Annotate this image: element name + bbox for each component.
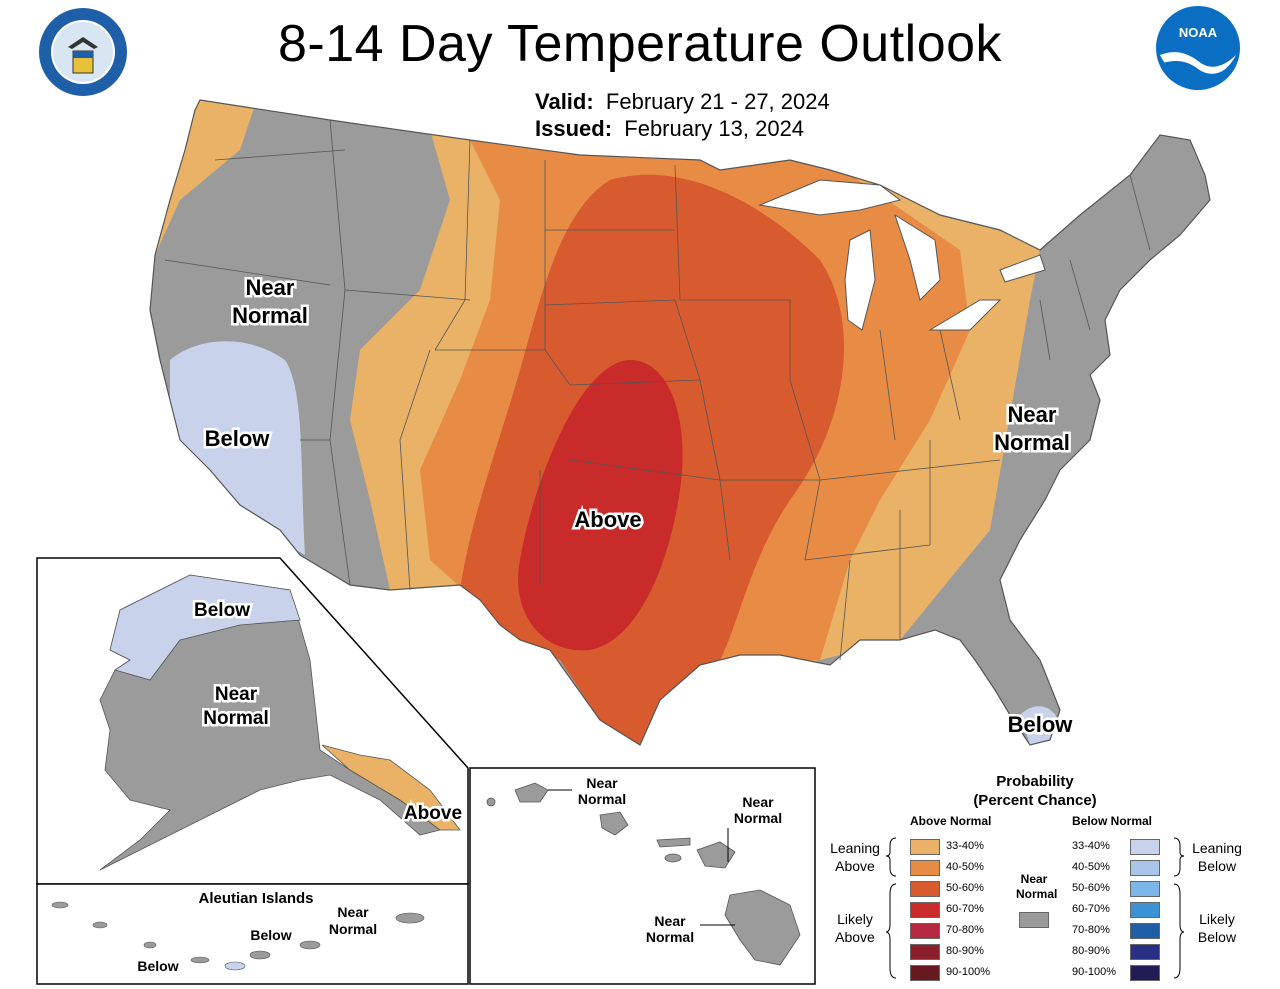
likely-above-label: Likely Above <box>820 910 890 946</box>
legend-above-swatch <box>910 923 940 939</box>
aleutian-below-label-1: Below <box>250 927 291 943</box>
legend: Probability (Percent Chance) Above Norma… <box>820 770 1260 985</box>
legend-near-line-2: Normal <box>1016 887 1058 901</box>
legend-below-range: 80-90% <box>1072 945 1110 957</box>
likely-above-line-2: Above <box>835 929 875 945</box>
legend-title-2: (Percent Chance) <box>973 792 1097 809</box>
valid-label: Valid: <box>535 89 594 114</box>
leaning-above-label: Leaning Above <box>820 839 890 875</box>
aleutian-islands-shape <box>51 901 425 964</box>
legend-above-range: 50-60% <box>946 882 984 894</box>
valid-dates: February 21 - 27, 2024 <box>605 89 830 114</box>
florida-below-label: Below <box>1008 712 1074 737</box>
likely-below-label: Likely Below <box>1182 910 1252 946</box>
legend-above-swatch <box>910 881 940 897</box>
legend-above-swatch <box>910 860 940 876</box>
east-near-label-2: Normal <box>994 430 1070 455</box>
issued-label: Issued: <box>535 116 613 141</box>
legend-above-swatch <box>910 902 940 918</box>
legend-below-swatch <box>1130 965 1160 981</box>
legend-below-range: 60-70% <box>1072 903 1110 915</box>
legend-above-range: 60-70% <box>946 903 984 915</box>
noaa-logo-icon: NOAA <box>1156 6 1240 90</box>
aleutian-near-label-1: Near <box>337 904 369 920</box>
west-below-label: Below <box>205 426 271 451</box>
legend-above-swatch <box>910 965 940 981</box>
legend-below-range: 70-80% <box>1072 924 1110 936</box>
bigisland-near-label-1: Near <box>654 913 686 929</box>
legend-above-range: 80-90% <box>946 945 984 957</box>
aleutian-near-label-2: Normal <box>329 921 377 937</box>
legend-above-range: 33-40% <box>946 840 984 852</box>
issued-line: Issued: February 13, 2024 <box>535 116 804 142</box>
legend-below-swatch <box>1130 923 1160 939</box>
alaska-near-label-2: Normal <box>203 708 268 729</box>
alaska-above-label: Above <box>404 803 462 824</box>
alaska-below-label: Below <box>194 600 250 621</box>
legend-below-header: Below Normal <box>1072 814 1153 828</box>
alaska-shape <box>99 574 461 871</box>
legend-above-header: Above Normal <box>910 814 992 828</box>
hawaii-islands-shape <box>486 782 801 966</box>
legend-near-header: Near Normal <box>1016 872 1058 902</box>
legend-below-swatch <box>1130 860 1160 876</box>
noaa-logo-text: NOAA <box>1179 25 1218 40</box>
likely-below-line-1: Likely <box>1199 911 1235 927</box>
alaska-near-label-1: Near <box>215 684 258 705</box>
legend-below-swatch <box>1130 839 1160 855</box>
central-above-label: Above <box>574 507 641 532</box>
legend-above-swatch <box>910 839 940 855</box>
leaning-below-line-2: Below <box>1197 858 1237 874</box>
leaning-below-label: Leaning Below <box>1182 839 1252 875</box>
kauai-near-label-1: Near <box>586 775 618 791</box>
legend-below-swatch <box>1130 902 1160 918</box>
legend-below-swatch <box>1130 881 1160 897</box>
legend-above-range: 70-80% <box>946 924 984 936</box>
bigisland-near-label-2: Normal <box>646 929 694 945</box>
east-near-label-1: Near <box>1008 402 1057 427</box>
legend-below-range: 40-50% <box>1072 861 1110 873</box>
legend-below-range: 33-40% <box>1072 840 1110 852</box>
legend-above-swatch <box>910 944 940 960</box>
legend-near-line-1: Near <box>1020 872 1048 886</box>
leaning-above-line-1: Leaning <box>830 840 880 856</box>
aleutian-inset-frame <box>36 883 469 985</box>
issued-date: February 13, 2024 <box>624 116 805 141</box>
kauai-near-label-2: Normal <box>578 791 626 807</box>
legend-title-1: Probability <box>996 773 1074 790</box>
legend-braces-left <box>886 837 897 979</box>
hawaii-label-leaders <box>548 789 735 926</box>
aleutian-below-label-2: Below <box>137 958 178 974</box>
legend-braces-right <box>1173 837 1184 979</box>
maui-near-label-2: Normal <box>734 810 782 826</box>
leaning-below-line-1: Leaning <box>1192 840 1242 856</box>
legend-below-range: 90-100% <box>1072 966 1117 978</box>
maui-near-label-1: Near <box>742 794 774 810</box>
great-lakes <box>758 179 1046 331</box>
page-title: 8-14 Day Temperature Outlook <box>277 15 1003 73</box>
aleutian-below-shape <box>224 961 246 971</box>
legend-above-range: 40-50% <box>946 861 984 873</box>
legend-near-swatch <box>1019 912 1049 928</box>
commerce-seal-icon <box>39 8 127 96</box>
likely-above-line-1: Likely <box>837 911 873 927</box>
aleutian-title: Aleutian Islands <box>198 890 313 907</box>
likely-below-line-2: Below <box>1197 929 1237 945</box>
leaning-above-line-2: Above <box>835 858 875 874</box>
west-near-label-2: Normal <box>232 303 308 328</box>
legend-above-range: 90-100% <box>946 966 991 978</box>
legend-below-range: 50-60% <box>1072 882 1110 894</box>
valid-line: Valid: February 21 - 27, 2024 <box>535 89 830 115</box>
conus-outline <box>149 99 1211 746</box>
legend-below-swatch <box>1130 944 1160 960</box>
west-near-label-1: Near <box>246 275 295 300</box>
state-borders <box>164 119 1151 661</box>
